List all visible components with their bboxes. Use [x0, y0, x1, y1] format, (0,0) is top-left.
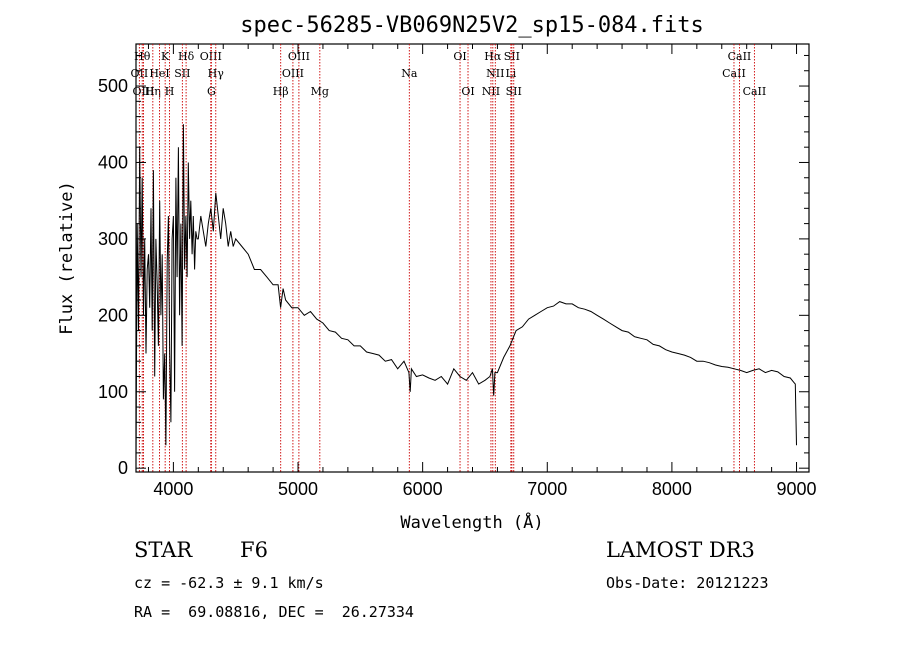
line-label-19: NII	[482, 85, 500, 98]
y-tick-label: 500	[98, 76, 128, 96]
x-tick-label: 7000	[527, 479, 567, 499]
x-tick-label: 9000	[777, 479, 817, 499]
line-label-20: Hα	[484, 50, 502, 63]
y-axis-ticks: 0 100 200 300 400 500	[98, 54, 809, 478]
line-label-14: OIII	[288, 50, 310, 63]
survey-name: LAMOST DR3	[606, 538, 755, 562]
object-class: STAR	[134, 538, 193, 562]
line-label-5: K	[161, 50, 170, 63]
line-label-10: Hγ	[208, 67, 225, 80]
chart-title: spec-56285-VB069N25V2_sp15-084.fits	[240, 13, 704, 38]
x-axis-ticks: 4000 5000 6000 7000 8000 9000	[147, 44, 817, 499]
line-label-2: OIII	[132, 85, 154, 98]
obs-date: Obs-Date: 20121223	[606, 574, 769, 592]
y-axis-label: Flux (relative)	[57, 181, 77, 335]
line-label-4: HeI	[149, 67, 169, 80]
line-label-23: Li	[505, 67, 516, 80]
y-tick-label: 300	[98, 229, 128, 249]
line-label-24: SII	[506, 85, 522, 98]
line-label-9: OIII	[200, 50, 222, 63]
line-label-13: OIII	[282, 67, 304, 80]
line-label-22: SII	[504, 50, 520, 63]
coordinates: RA = 69.08816, DEC = 26.27334	[134, 603, 414, 621]
line-label-25: CaII	[722, 67, 746, 80]
spectrum-chart: spec-56285-VB069N25V2_sp15-084.fits OIIH…	[57, 13, 817, 533]
line-label-6: H	[165, 85, 175, 98]
line-label-11: G	[207, 85, 216, 98]
line-label-26: CaII	[728, 50, 752, 63]
line-label-27: CaII	[743, 85, 767, 98]
line-label-3: Hη	[145, 85, 161, 98]
line-label-21: NII	[486, 67, 504, 80]
y-tick-label: 100	[98, 382, 128, 402]
line-label-0: OII	[131, 67, 149, 80]
y-tick-label: 200	[98, 305, 128, 325]
x-tick-label: 4000	[153, 479, 193, 499]
x-axis-label: Wavelength (Å)	[400, 511, 543, 533]
object-subclass: F6	[240, 538, 268, 562]
line-label-15: Mg	[311, 85, 329, 98]
plot-frame	[135, 43, 810, 473]
line-label-18: OI	[461, 85, 474, 98]
y-tick-label: 400	[98, 152, 128, 172]
x-tick-label: 5000	[278, 479, 318, 499]
line-label-1: Hθ	[134, 50, 151, 63]
line-label-7: SII	[174, 67, 190, 80]
spectrum-line	[135, 124, 797, 461]
line-label-16: Na	[401, 67, 418, 80]
x-tick-label: 8000	[652, 479, 692, 499]
y-tick-label: 0	[118, 458, 128, 478]
redshift-text: cz = -62.3 ± 9.1 km/s	[134, 574, 324, 592]
x-tick-label: 6000	[403, 479, 443, 499]
line-label-12: Hβ	[273, 85, 289, 98]
line-label-8: Hδ	[178, 50, 195, 63]
line-label-17: OI	[453, 50, 466, 63]
